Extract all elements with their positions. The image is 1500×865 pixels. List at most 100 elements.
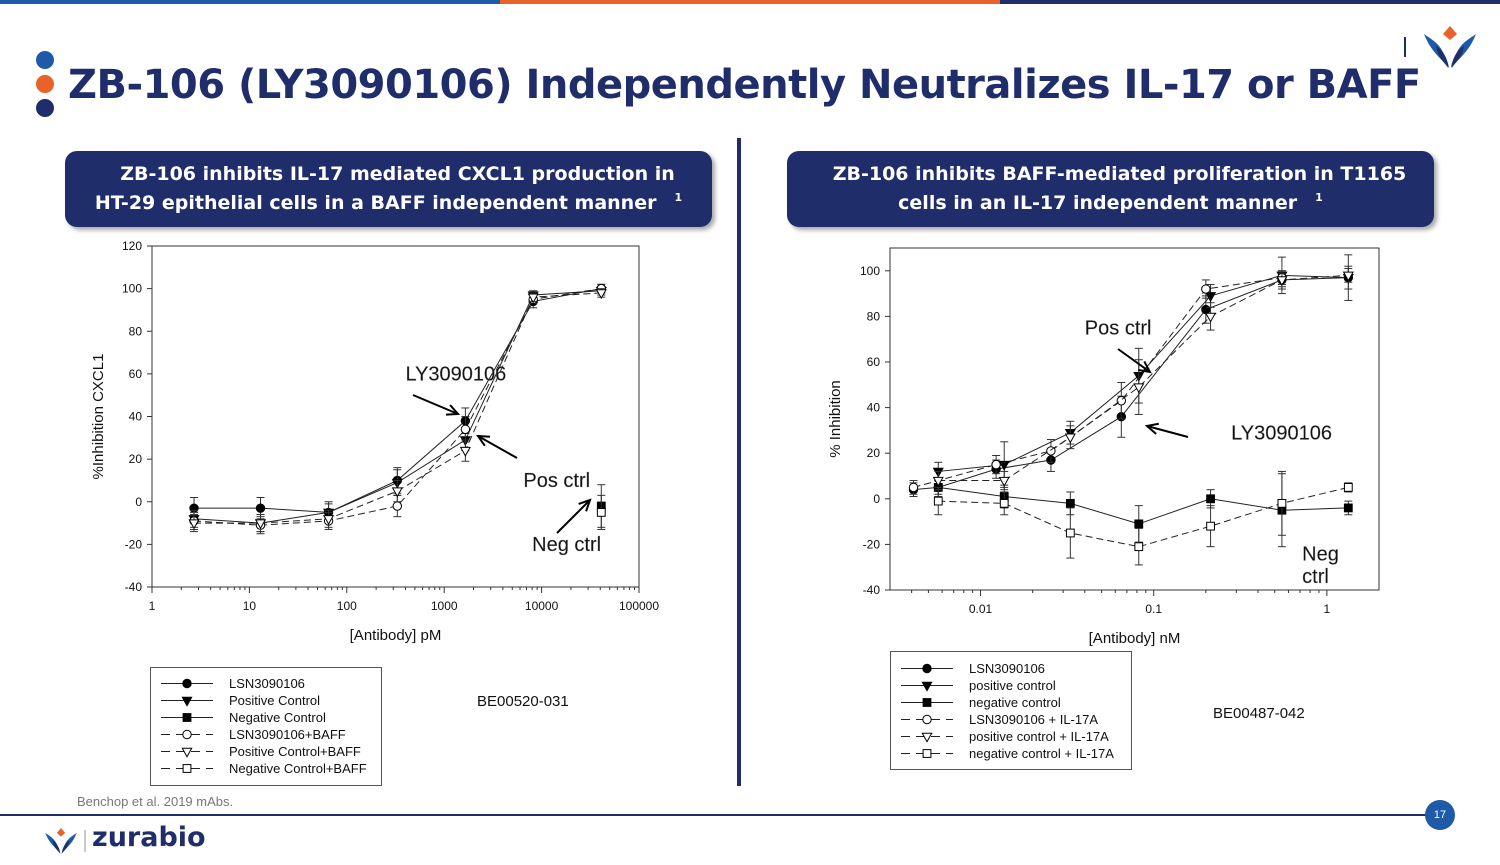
y-tick-label: 60 bbox=[867, 355, 881, 369]
arrow-head bbox=[475, 434, 491, 447]
title-dot-blue bbox=[36, 51, 54, 69]
data-point bbox=[1201, 304, 1211, 315]
plot-frame bbox=[889, 247, 1380, 591]
data-point bbox=[459, 446, 471, 457]
data-point bbox=[1206, 494, 1215, 504]
x-axis-label: [Antibody] nM bbox=[1089, 630, 1181, 647]
right-chart: -40 -20 0 20 40 60 80 100 0.01 0.1 1 [Antibody] nM%… bbox=[827, 247, 1380, 647]
legend-marker bbox=[922, 698, 932, 707]
right-chart-legend: LSN3090106 positive control negative contr… bbox=[890, 651, 1132, 770]
footer-line bbox=[0, 814, 1428, 816]
legend-label: positive control bbox=[969, 678, 1056, 693]
legend-item: LSN3090106 + IL-17A bbox=[891, 711, 1131, 728]
legend-item: positive control bbox=[891, 677, 1131, 694]
y-tick-label: 0 bbox=[873, 492, 880, 506]
series-4 bbox=[188, 288, 607, 533]
data-point bbox=[1277, 498, 1287, 508]
data-point bbox=[908, 482, 919, 493]
legend-item: LSN3090106 bbox=[891, 660, 1131, 677]
legend-item: Positive Control bbox=[151, 692, 381, 709]
data-point bbox=[1343, 503, 1353, 513]
right-chart-code: BE00487-042 bbox=[1213, 705, 1305, 722]
y-tick-label: 40 bbox=[867, 401, 881, 415]
data-point bbox=[255, 503, 266, 513]
data-point bbox=[1205, 312, 1217, 323]
y-axis-label: % Inhibition bbox=[827, 380, 844, 458]
title-dot-navy bbox=[36, 99, 54, 117]
y-axis-label: %Inhibition CXCL1 bbox=[90, 354, 107, 480]
y-tick-label: 100 bbox=[122, 282, 142, 296]
y-tick-label: -40 bbox=[863, 583, 881, 597]
data-point bbox=[1276, 276, 1288, 287]
arrow-head bbox=[1138, 360, 1152, 374]
left-chart-code: BE00520-031 bbox=[477, 693, 569, 710]
left-header-text: ZB-106 inhibits IL-17 mediated CXCL1 pro… bbox=[94, 163, 675, 214]
legend-label: negative control bbox=[969, 695, 1061, 710]
legend-item: Positive Control+BAFF bbox=[151, 743, 381, 760]
series-line bbox=[938, 486, 1349, 525]
legend-swatch bbox=[161, 696, 213, 707]
legend-marker bbox=[921, 681, 933, 692]
legend-label: LSN3090106+BAFF bbox=[229, 727, 346, 742]
chart-annotation: Pos ctrl bbox=[1085, 318, 1152, 340]
legend-item: positive control + IL-17A bbox=[891, 728, 1131, 745]
left-footnote-mark: 1 bbox=[674, 191, 683, 205]
legend-marker bbox=[922, 714, 932, 725]
data-point bbox=[596, 508, 606, 517]
data-point bbox=[1205, 292, 1217, 303]
series-5 bbox=[596, 494, 606, 530]
chart-annotation: LY3090106 bbox=[405, 363, 506, 385]
series-4 bbox=[932, 268, 1354, 491]
legend-marker bbox=[182, 764, 192, 773]
chart-annotation: LY3090106 bbox=[1231, 423, 1332, 445]
x-axis-label: [Antibody] pM bbox=[350, 627, 442, 644]
series-2 bbox=[933, 473, 1353, 548]
data-point bbox=[1342, 271, 1354, 282]
legend-swatch bbox=[901, 663, 953, 674]
data-point bbox=[460, 424, 471, 434]
top-strip-navy bbox=[1000, 0, 1500, 4]
brand-logo-icon bbox=[45, 828, 77, 854]
legend-marker bbox=[182, 713, 192, 722]
right-footnote-mark: 1 bbox=[1315, 191, 1323, 205]
data-point bbox=[1343, 483, 1353, 492]
annotation-arrow bbox=[477, 435, 518, 459]
y-tick-label: -20 bbox=[125, 537, 143, 551]
legend-swatch bbox=[901, 732, 953, 743]
left-chart-legend: LSN3090106 Positive Control Negative Contr… bbox=[150, 667, 382, 786]
legend-swatch bbox=[901, 698, 953, 707]
chart-annotation: Neg bbox=[1302, 543, 1339, 565]
x-tick-label: 10 bbox=[243, 599, 257, 613]
legend-label: Positive Control bbox=[229, 693, 321, 708]
legend-label: LSN3090106 + IL-17A bbox=[969, 712, 1099, 727]
y-tick-label: 80 bbox=[129, 324, 143, 338]
y-tick-label: -40 bbox=[125, 580, 143, 594]
legend-marker bbox=[922, 749, 932, 758]
y-tick-label: 60 bbox=[129, 367, 143, 381]
citation: Benchop et al. 2019 mAbs. bbox=[77, 794, 234, 809]
legend-marker bbox=[182, 729, 192, 740]
page-number: 17 bbox=[1425, 800, 1455, 830]
series-line bbox=[938, 274, 1349, 482]
zurabio-logo-icon bbox=[1424, 26, 1476, 68]
legend-swatch bbox=[161, 678, 213, 689]
chart-annotation: Pos ctrl bbox=[523, 470, 590, 492]
legend-item: negative control + IL-17A bbox=[891, 745, 1131, 762]
annotation-arrow bbox=[556, 499, 591, 534]
brand-name: zurabio bbox=[92, 822, 206, 853]
data-point bbox=[1065, 498, 1075, 508]
page-title: ZB-106 (LY3090106) Independently Neutral… bbox=[68, 62, 1421, 108]
y-tick-label: 40 bbox=[129, 410, 143, 424]
y-tick-label: 80 bbox=[867, 309, 881, 323]
data-point bbox=[323, 515, 335, 526]
series-line bbox=[913, 277, 1282, 488]
arrow-head bbox=[1144, 422, 1159, 435]
x-tick-label: 10000 bbox=[525, 599, 559, 613]
legend-marker bbox=[181, 747, 193, 758]
x-tick-label: 0.01 bbox=[969, 602, 993, 616]
brand-divider bbox=[84, 830, 86, 852]
legend-item: Negative Control bbox=[151, 709, 381, 726]
right-header-text: ZB-106 inhibits BAFF-mediated proliferat… bbox=[832, 163, 1407, 214]
data-point bbox=[188, 519, 200, 530]
data-point bbox=[595, 289, 607, 300]
